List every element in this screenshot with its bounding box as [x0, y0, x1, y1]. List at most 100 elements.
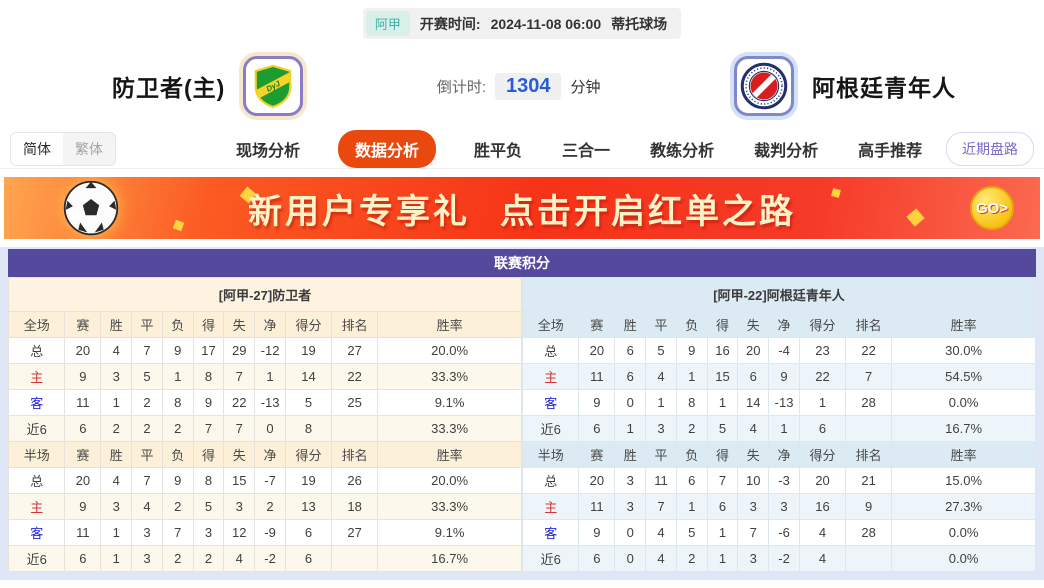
stat-cell: 27.3%: [891, 493, 1036, 520]
nav-tab-7[interactable]: 高手推荐: [858, 142, 923, 160]
stat-cell: 9: [64, 493, 102, 520]
stat-cell: 14: [284, 363, 333, 390]
column-header: 得: [192, 441, 225, 468]
table-row: 近6 6 0 4 2 1 3 -2 4 0.0%: [521, 545, 1036, 572]
stat-cell: -9: [254, 519, 286, 546]
column-header: 胜: [614, 311, 647, 338]
stat-cell: 0.0%: [891, 519, 1036, 546]
go-button[interactable]: GO>: [970, 186, 1014, 230]
nav-tab-4[interactable]: 三合一: [562, 142, 611, 160]
stat-cell: 6: [798, 415, 847, 442]
column-header: 失: [737, 311, 770, 338]
stat-cell: 8: [284, 415, 333, 442]
promo-banner[interactable]: 新用户专享礼 点击开启红单之路 GO>: [4, 177, 1040, 239]
stat-cell: 8: [192, 363, 225, 390]
away-team-group: 阿根廷青年人: [734, 56, 956, 116]
stat-cell: 5: [192, 493, 225, 520]
column-header: 排名: [845, 311, 893, 338]
sparkle-icon: [831, 188, 841, 198]
row-label: 主: [7, 363, 66, 390]
away-standings-table: [阿甲-22]阿根廷青年人 全场赛胜平负得失净得分 排名 胜率总 20 6 5 9 16 20 -4…: [521, 277, 1036, 572]
stat-cell: 6: [284, 545, 333, 572]
row-label: 近6: [521, 415, 580, 442]
stat-cell: 0: [614, 519, 647, 546]
stat-cell: 20: [737, 337, 770, 364]
stat-cell: 4: [131, 493, 163, 520]
stat-cell: 0.0%: [891, 545, 1036, 572]
stat-cell: 20: [798, 467, 847, 494]
stat-cell: 9: [192, 389, 225, 416]
stat-cell: 11: [578, 493, 616, 520]
stat-cell: 5: [675, 519, 708, 546]
column-header: 净: [768, 311, 800, 338]
stat-cell: 22: [845, 337, 893, 364]
stat-cell: 27: [331, 337, 379, 364]
stat-cell: 21: [845, 467, 893, 494]
stat-cell: 4: [100, 337, 133, 364]
lang-traditional-button[interactable]: 繁体: [75, 140, 103, 157]
stat-cell: 1: [768, 415, 800, 442]
stat-cell: 1: [706, 389, 739, 416]
stat-cell: 16: [798, 493, 847, 520]
stat-cell: 1: [706, 545, 739, 572]
stat-cell: 1: [100, 389, 133, 416]
team-section-header: [阿甲-27]防卫者: [8, 277, 522, 312]
table-row: 客 9 0 1 8 1 14 -13 1 28 0.0%: [521, 389, 1036, 416]
stat-cell: 2: [161, 493, 194, 520]
home-team-logo: DyJ: [243, 56, 304, 116]
stat-cell: 5: [706, 415, 739, 442]
column-header: 胜率: [891, 441, 1036, 468]
table-row: 总 20 6 5 9 16 20 -4 23 22 30.0%: [521, 337, 1036, 364]
home-team-name: 防卫者(主): [112, 75, 226, 101]
banner-text-part1: 新用户专享礼: [248, 192, 470, 231]
league-badge: 阿甲: [365, 11, 410, 36]
stat-cell: 9: [845, 493, 893, 520]
countdown-unit: 分钟: [570, 78, 601, 96]
table-row: 主 9 3 4 2 5 3 2 13 18 33.3%: [7, 493, 522, 520]
lang-simplified-button[interactable]: 简体: [11, 132, 63, 165]
recent-odds-button[interactable]: 近期盘路: [946, 131, 1034, 166]
stat-cell: 17: [192, 337, 225, 364]
table-row: 客 11 1 3 7 3 12 -9 6 27 9.1%: [7, 519, 522, 546]
stat-cell: [331, 545, 379, 572]
row-label: 总: [521, 337, 580, 364]
column-header: 得: [192, 311, 225, 338]
home-standings-table: [阿甲-27]防卫者 全场赛胜平负得失净得分 排名 胜率总 20 4 7 9 17 29 -12 19…: [7, 277, 522, 572]
stat-cell: -3: [768, 467, 800, 494]
nav-tab-5[interactable]: 教练分析: [650, 142, 715, 160]
nav-tab-1[interactable]: 现场分析: [236, 142, 301, 160]
stat-cell: 20: [578, 337, 616, 364]
column-header: 赛: [578, 441, 616, 468]
row-label: 主: [521, 363, 580, 390]
nav-tab-2[interactable]: 数据分析: [338, 129, 437, 168]
stat-cell: 8: [192, 467, 225, 494]
stat-cell: 3: [645, 415, 677, 442]
stat-cell: -13: [254, 389, 286, 416]
row-label: 客: [7, 389, 66, 416]
column-header: 得分: [798, 441, 847, 468]
match-info-bar: 阿甲 开赛时间: 2024-11-08 06:00 蒂托球场: [362, 8, 682, 39]
column-header: 赛: [578, 311, 616, 338]
row-label: 近6: [7, 415, 66, 442]
stat-cell: 14: [737, 389, 770, 416]
stat-cell: 3: [131, 519, 163, 546]
stat-cell: 11: [64, 519, 102, 546]
nav-tab-6[interactable]: 裁判分析: [754, 142, 819, 160]
teams-row: 防卫者(主) DyJ 倒计时: 1304 分钟: [0, 39, 1044, 129]
stat-cell: 28: [845, 389, 893, 416]
stat-cell: 1: [100, 519, 133, 546]
column-header: 胜率: [377, 441, 522, 468]
table-row: 近6 6 2 2 2 7 7 0 8 33.3%: [7, 415, 522, 442]
stat-cell: 4: [798, 545, 847, 572]
stat-cell: 22: [331, 363, 379, 390]
language-toggle: 简体 繁体: [10, 131, 116, 166]
countdown-value: 1304: [494, 72, 562, 100]
stat-cell: 1: [675, 363, 708, 390]
stat-cell: 7: [223, 363, 256, 390]
column-header: 得分: [284, 441, 333, 468]
stat-cell: 16.7%: [891, 415, 1036, 442]
stat-cell: 2: [161, 415, 194, 442]
nav-tab-3[interactable]: 胜平负: [474, 142, 523, 160]
team-section-header: [阿甲-22]阿根廷青年人: [522, 277, 1036, 312]
column-header: 全场: [7, 311, 66, 338]
